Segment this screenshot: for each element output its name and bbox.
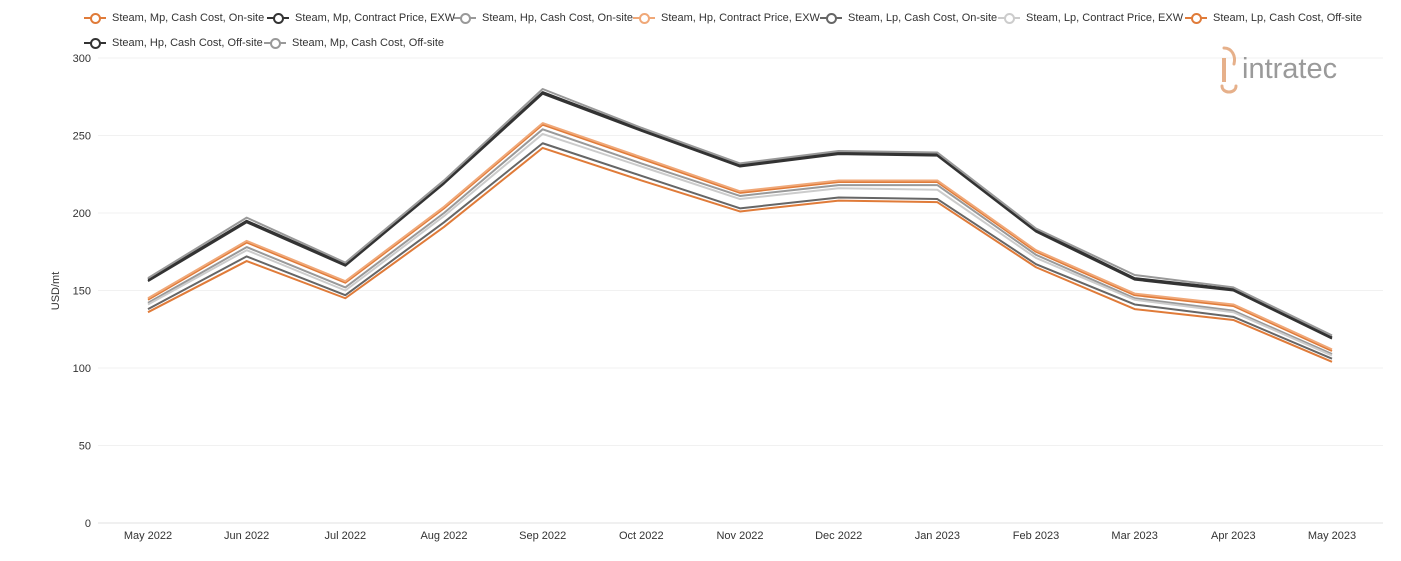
legend-item-8[interactable]: Steam, Mp, Cash Cost, Off-site	[264, 37, 444, 49]
series-line-3[interactable]	[147, 122, 1333, 351]
legend-item-5[interactable]: Steam, Lp, Contract Price, EXW	[998, 12, 1183, 24]
x-tick-label: Jul 2022	[325, 530, 367, 542]
y-axis-title: USD/mt	[50, 272, 62, 311]
x-tick-label: Mar 2023	[1111, 530, 1157, 542]
x-axis-ticks: May 2022 Jun 2022 Jul 2022 Aug 2022 Sep 2022…	[124, 530, 1356, 542]
legend-line-marker-icon	[84, 37, 106, 49]
legend-line-marker-icon	[454, 12, 476, 24]
legend-label: Steam, Lp, Cash Cost, Off-site	[1213, 12, 1362, 24]
intratec-logo-icon: intratec	[1220, 46, 1337, 94]
y-tick-label: 0	[85, 518, 91, 530]
legend-line-marker-icon	[267, 12, 289, 24]
legend-label: Steam, Hp, Cash Cost, Off-site	[112, 37, 263, 49]
legend-label: Steam, Hp, Cash Cost, On-site	[482, 12, 633, 24]
x-tick-label: Sep 2022	[519, 530, 566, 542]
x-tick-label: Dec 2022	[815, 530, 862, 542]
y-tick-label: 200	[73, 208, 91, 220]
legend-label: Steam, Mp, Cash Cost, Off-site	[292, 37, 445, 49]
series-line-8[interactable]	[147, 88, 1333, 337]
x-tick-label: May 2022	[124, 530, 172, 542]
legend-line-marker-icon	[998, 12, 1020, 24]
legend-item-6[interactable]: Steam, Lp, Cash Cost, Off-site	[1185, 12, 1362, 24]
x-tick-label: May 2023	[1308, 530, 1356, 542]
x-tick-label: Jun 2022	[224, 530, 269, 542]
legend-label: Steam, Hp, Contract Price, EXW	[661, 12, 820, 24]
x-tick-label: Apr 2023	[1211, 530, 1256, 542]
series-lines	[147, 88, 1333, 363]
logo-text: intratec	[1242, 53, 1337, 85]
legend-item-2[interactable]: Steam, Hp, Cash Cost, On-site	[454, 12, 633, 24]
legend-item-0[interactable]: Steam, Mp, Cash Cost, On-site	[84, 12, 264, 24]
series-line-5[interactable]	[147, 132, 1333, 357]
y-tick-label: 150	[73, 286, 91, 298]
legend-label: Steam, Lp, Cash Cost, On-site	[848, 12, 998, 24]
gridlines	[98, 57, 1383, 524]
legend-item-1[interactable]: Steam, Mp, Contract Price, EXW	[267, 12, 455, 24]
y-tick-label: 50	[79, 441, 91, 453]
series-line-6[interactable]	[147, 146, 1333, 363]
series-line-7[interactable]	[147, 91, 1333, 338]
x-tick-label: Aug 2022	[420, 530, 467, 542]
legend-line-marker-icon	[633, 12, 655, 24]
series-line-4[interactable]	[147, 142, 1333, 360]
legend-label: Steam, Mp, Cash Cost, On-site	[112, 12, 265, 24]
legend-line-marker-icon	[264, 37, 286, 49]
legend-label: Steam, Lp, Contract Price, EXW	[1026, 12, 1184, 24]
legend-item-4[interactable]: Steam, Lp, Cash Cost, On-site	[820, 12, 997, 24]
y-tick-label: 300	[73, 53, 91, 65]
series-line-1[interactable]	[147, 92, 1333, 340]
y-tick-label: 250	[73, 131, 91, 143]
intratec-logo: intratec	[1218, 44, 1368, 98]
y-axis-ticks: 0 50 100 150 200 250 300	[73, 53, 91, 530]
series-line-2[interactable]	[147, 128, 1333, 355]
legend-line-marker-icon	[84, 12, 106, 24]
x-tick-label: Oct 2022	[619, 530, 664, 542]
legend-label: Steam, Mp, Contract Price, EXW	[295, 12, 456, 24]
x-tick-label: Nov 2022	[716, 530, 763, 542]
legend-line-marker-icon	[820, 12, 842, 24]
x-tick-label: Feb 2023	[1013, 530, 1059, 542]
legend-item-7[interactable]: Steam, Hp, Cash Cost, Off-site	[84, 37, 263, 49]
x-tick-label: Jan 2023	[915, 530, 960, 542]
legend-line-marker-icon	[1185, 12, 1207, 24]
legend-item-3[interactable]: Steam, Hp, Contract Price, EXW	[633, 12, 820, 24]
y-tick-label: 100	[73, 363, 91, 375]
series-line-0[interactable]	[147, 123, 1333, 352]
